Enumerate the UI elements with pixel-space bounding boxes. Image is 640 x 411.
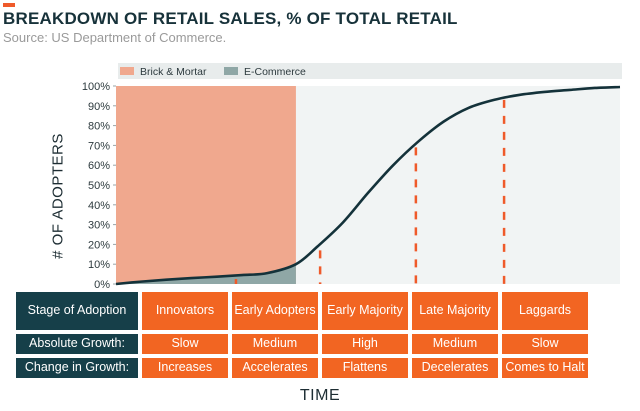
brick-mortar-area [116, 86, 296, 284]
table-row-absolute-growth: Absolute Growth: Slow Medium High Medium… [16, 334, 622, 354]
y-tick-label: 90% [88, 101, 110, 113]
stage-innovators: Innovators [142, 292, 228, 330]
legend-label-brick-mortar: Brick & Mortar [140, 66, 207, 78]
absolute-growth-innovators: Slow [142, 334, 228, 354]
x-axis-label: TIME [299, 387, 341, 404]
row-label-change-in-growth: Change in Growth: [16, 358, 138, 378]
legend-background [118, 63, 622, 79]
y-tick-label: 80% [88, 121, 110, 133]
y-tick-label: 60% [88, 160, 110, 172]
stage-late-majority: Late Majority [412, 292, 498, 330]
stage-early-majority: Early Majority [322, 292, 408, 330]
accent-bar [3, 3, 15, 7]
adoption-chart: 0% 10% 20% 30% 40% 50% 60% 70% 80% 90% 100% Brick &… [82, 63, 622, 291]
chart-subtitle: Source: US Department of Commerce. [3, 30, 227, 45]
ecommerce-area [116, 264, 296, 284]
y-axis-label: # OF ADOPTERS [49, 133, 67, 259]
legend-label-ecommerce: E-Commerce [244, 66, 306, 78]
table-row-change-in-growth: Change in Growth: Increases Accelerates … [16, 358, 622, 378]
chart-title: BREAKDOWN OF RETAIL SALES, % OF TOTAL RE… [3, 9, 458, 28]
stage-laggards: Laggards [502, 292, 588, 330]
change-in-growth-late-majority: Decelerates [412, 358, 498, 378]
legend-swatch-brick-mortar [120, 67, 134, 75]
adoption-table: Stage of Adoption Innovators Early Adopt… [16, 292, 622, 382]
y-tick-label: 70% [88, 140, 110, 152]
absolute-growth-late-majority: Medium [412, 334, 498, 354]
y-tick-label: 10% [88, 259, 110, 271]
change-in-growth-early-majority: Flattens [322, 358, 408, 378]
absolute-growth-early-adopters: Medium [232, 334, 318, 354]
change-in-growth-early-adopters: Accelerates [232, 358, 318, 378]
y-tick-label: 30% [88, 220, 110, 232]
y-tick-label: 40% [88, 200, 110, 212]
y-tick-label: 0% [94, 279, 110, 291]
absolute-growth-early-majority: High [322, 334, 408, 354]
absolute-growth-laggards: Slow [502, 334, 588, 354]
row-label-absolute-growth: Absolute Growth: [16, 334, 138, 354]
y-tick-label: 100% [82, 81, 110, 93]
legend-swatch-ecommerce [224, 67, 238, 75]
table-row-stage: Stage of Adoption Innovators Early Adopt… [16, 292, 622, 330]
y-tick-label: 20% [88, 239, 110, 251]
stage-early-adopters: Early Adopters [232, 292, 318, 330]
y-tick-label: 50% [88, 180, 110, 192]
row-label-stage: Stage of Adoption [16, 292, 138, 330]
change-in-growth-laggards: Comes to Halt [502, 358, 588, 378]
change-in-growth-innovators: Increases [142, 358, 228, 378]
adoption-curve [115, 85, 621, 286]
